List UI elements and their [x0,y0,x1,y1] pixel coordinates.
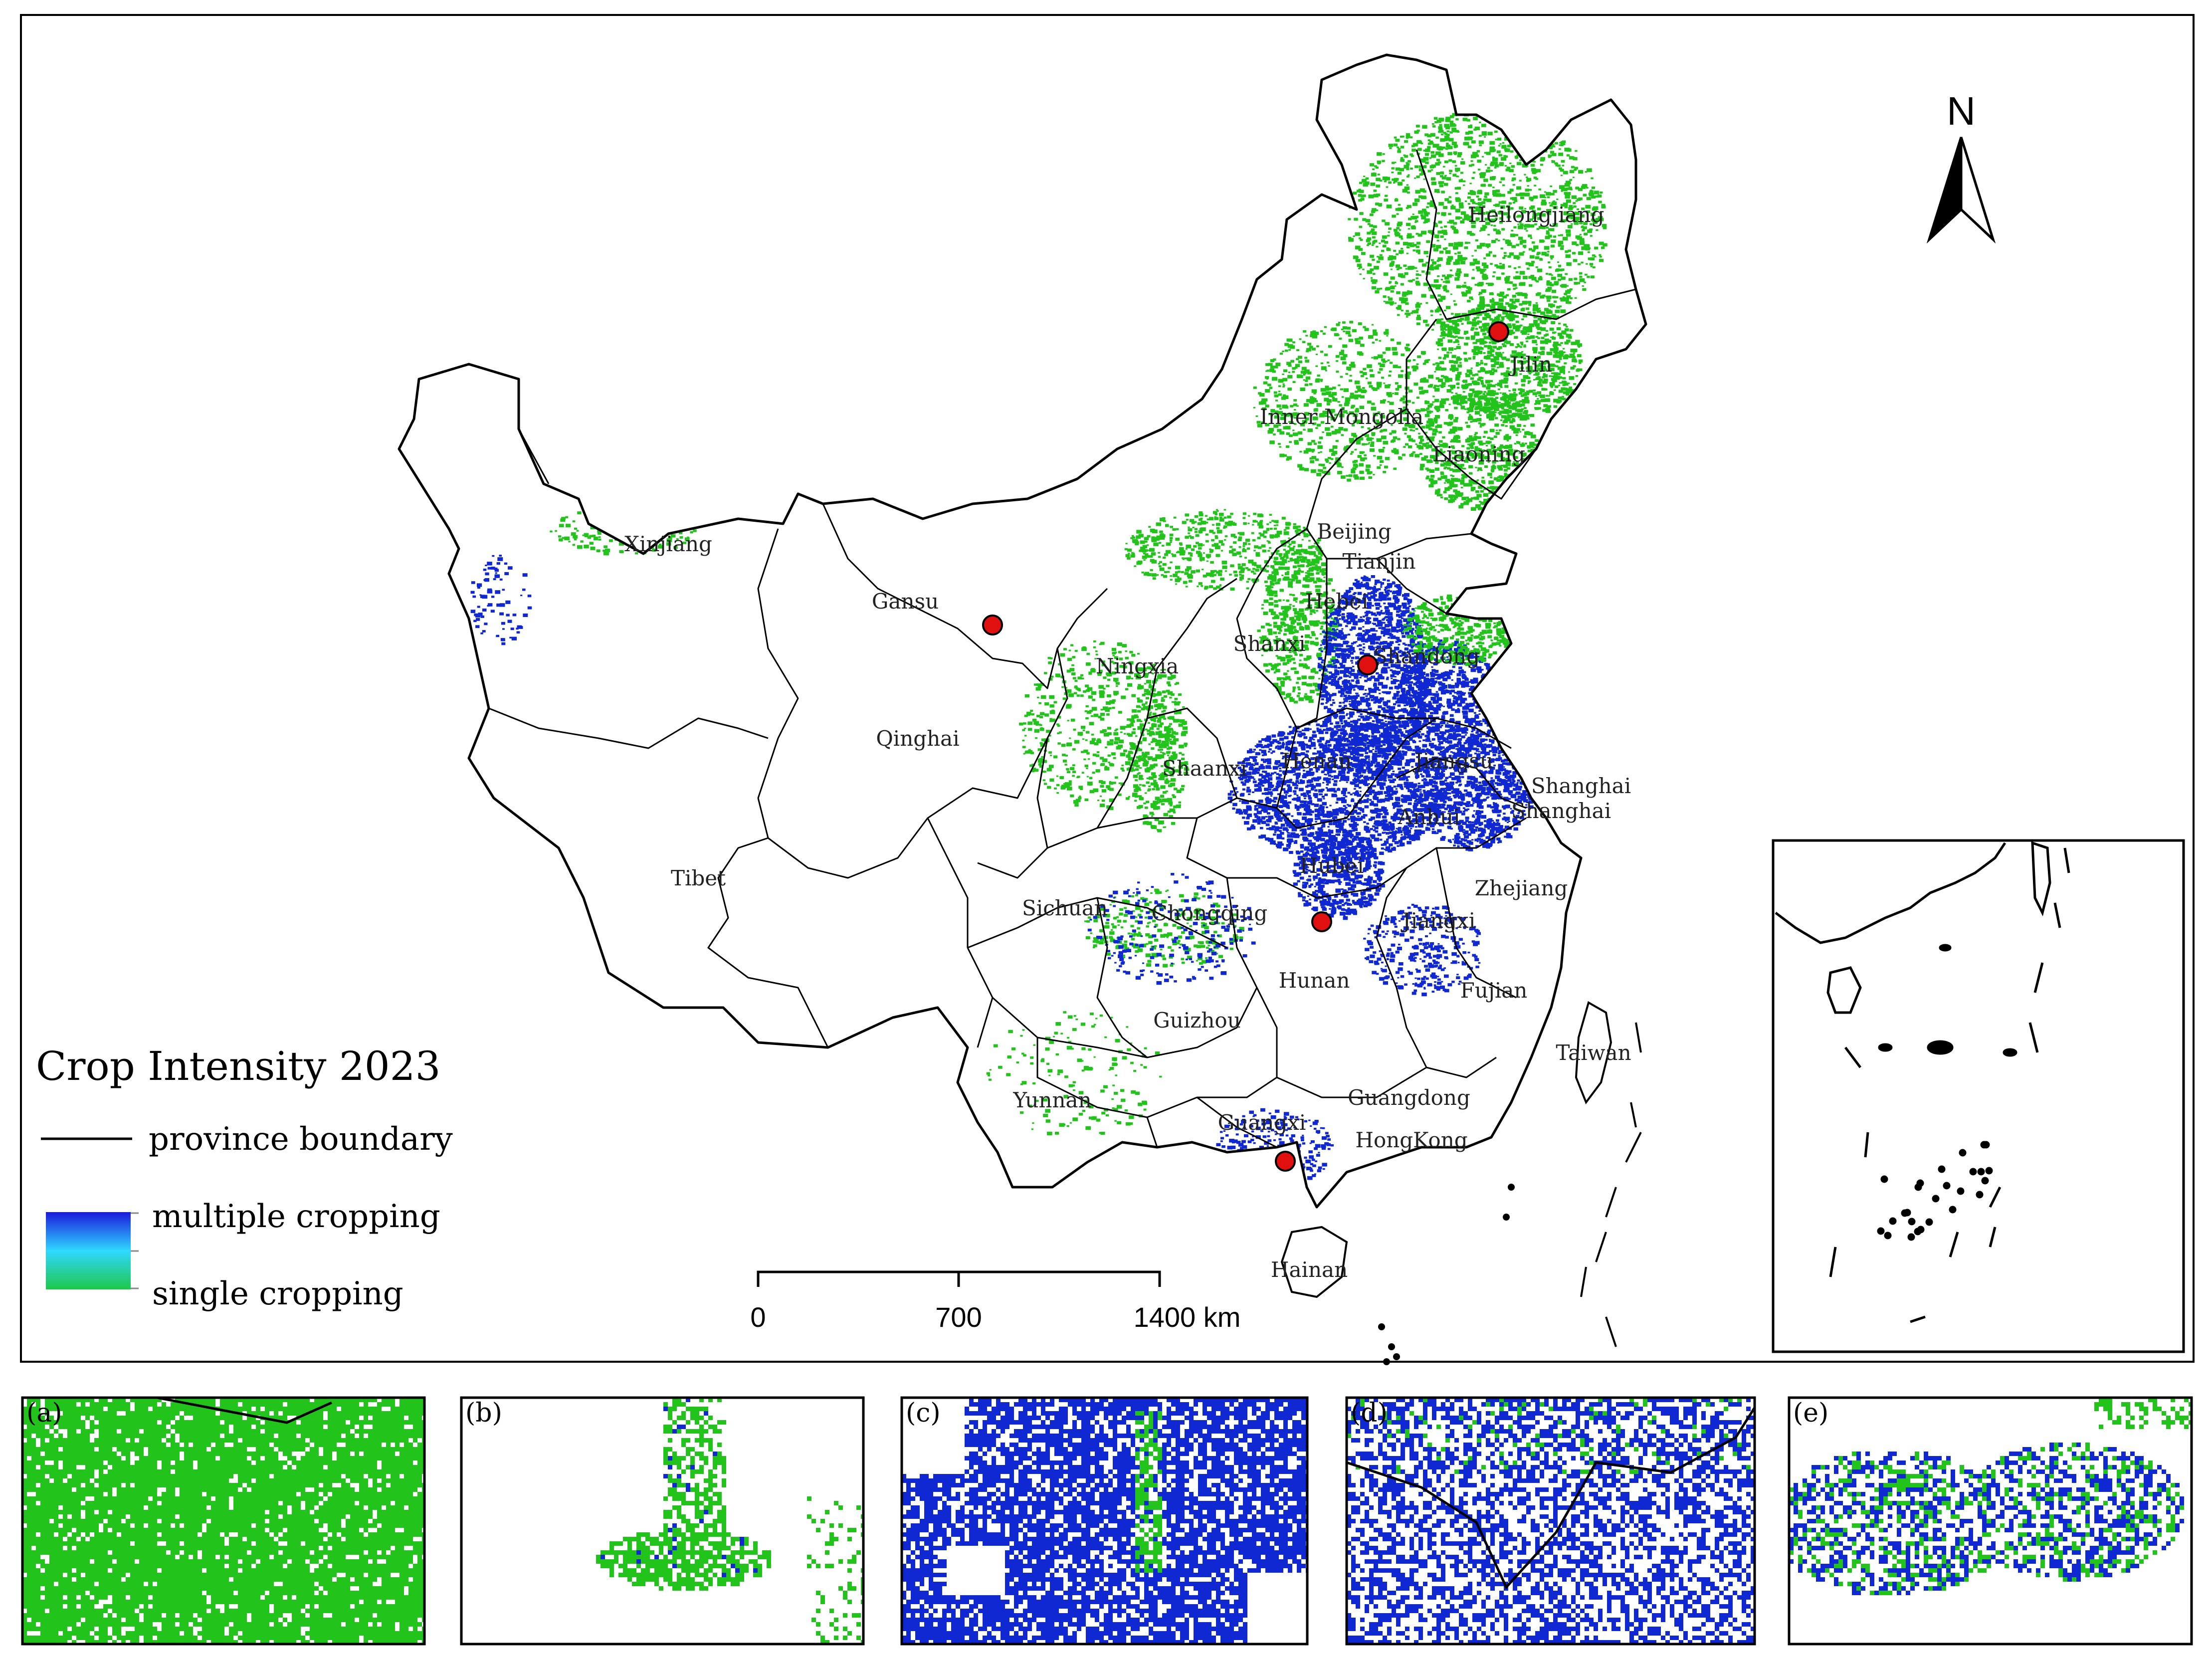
zoom-panel: (d) [1345,1396,1756,1646]
province-label: Guangxi [1218,1110,1306,1135]
province-label: Chongqing [1152,901,1268,925]
province-label: Fujian [1460,978,1528,1003]
south-china-sea-inset [1772,839,2185,1353]
province-label: Hebei [1305,589,1369,614]
north-label: N [1947,89,1976,133]
province-label: Qinghai [876,726,959,751]
legend-boundary-label: province boundary [149,1121,453,1158]
province-label: Shanghai [1511,799,1611,823]
panel-label: (b) [465,1398,502,1428]
zoom-panel: (b) [460,1396,865,1646]
province-labels: Heilongjiang Jilin Liaoning Inner Mongolia X… [624,203,1631,1282]
province-label: Tianjin [1342,549,1415,574]
province-label: Heilongjiang [1468,203,1605,227]
province-label: Zhejiang [1475,876,1568,900]
zoom-panels: (a) (b) (c) (d) (e) [21,1396,2193,1646]
province-label: Hubei [1300,853,1364,878]
province-label: Ningxia [1096,654,1179,678]
hainan-outline [1280,1226,1348,1298]
panel-label: (a) [26,1398,62,1428]
province-label: Guangdong [1348,1085,1470,1110]
province-label: Inner Mongolia [1260,405,1423,429]
panel-label: (d) [1351,1398,1388,1428]
province-label: Gansu [872,589,939,614]
province-label: Jilin [1508,352,1552,377]
legend-color-ramp [46,1212,131,1289]
sample-site-marker [1275,1151,1296,1172]
province-label: Jiangsu [1412,749,1493,773]
taiwan-outline [1575,1001,1612,1105]
zoom-panel: (e) [1788,1396,2193,1646]
province-label: Guizhou [1153,1008,1241,1033]
zoom-panel: (c) [900,1396,1309,1646]
scale-tick-0: 0 [750,1301,766,1333]
province-label: Jiangxi [1401,908,1475,933]
province-label: Hainan [1271,1257,1348,1282]
sample-site-marker [1311,911,1332,932]
legend-high-label: multiple cropping [152,1198,440,1235]
scale-tick-1400: 1400 km [1134,1301,1241,1333]
zoom-panel: (a) [21,1396,426,1646]
province-label: Shanxi [1233,631,1305,656]
north-arrow-icon: N [1926,89,1996,244]
sample-site-marker [1357,654,1378,675]
sample-sites [982,321,1509,1172]
sample-site-marker [1488,321,1509,342]
province-label: Liaoning [1432,442,1525,466]
legend-low-label: single cropping [152,1275,403,1312]
province-label: Henan [1282,749,1352,773]
province-label: Shandong [1373,644,1480,668]
legend: Crop Intensity 2023 province boundary mu… [36,1043,453,1312]
province-label: Beijing [1317,519,1392,544]
province-label: Tibet [671,866,726,890]
panel-label: (c) [906,1398,941,1428]
province-label: Taiwan [1556,1041,1631,1065]
province-label: HongKong [1355,1128,1467,1152]
province-label: Xinjiang [624,532,712,556]
south-sea-dashes [1378,1022,1642,1365]
province-label: Sichuan [1022,896,1108,920]
province-label: Shanghai [1531,774,1631,798]
panel-label: (e) [1793,1398,1828,1428]
province-label: Hunan [1279,968,1350,993]
province-label: Yunnan [1012,1088,1091,1112]
legend-title: Crop Intensity 2023 [36,1043,440,1089]
province-boundaries [488,149,1636,1153]
province-label: Anhui [1398,805,1460,829]
province-label: Shaanxi [1162,756,1247,781]
sample-site-marker [982,615,1003,635]
scale-tick-700: 700 [935,1301,982,1333]
scale-bar: 0 700 1400 km [750,1270,1241,1333]
